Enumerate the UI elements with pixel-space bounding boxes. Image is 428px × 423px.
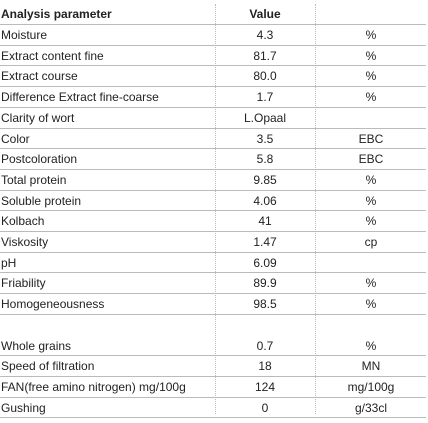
row-rule bbox=[0, 375, 426, 377]
value: 1.7 bbox=[256, 90, 274, 105]
unit: % bbox=[365, 48, 377, 63]
column-divider bbox=[215, 4, 216, 414]
row-rule bbox=[0, 293, 426, 295]
header-parameter: Analysis parameter bbox=[1, 7, 112, 21]
value: 4.3 bbox=[256, 28, 274, 42]
row-rule bbox=[0, 127, 426, 129]
column-divider bbox=[315, 4, 316, 414]
row-rule bbox=[0, 148, 426, 150]
parameter: Soluble protein bbox=[1, 193, 82, 208]
value: 124 bbox=[254, 379, 276, 394]
parameter: Kolbach bbox=[1, 214, 45, 229]
unit: EBC bbox=[358, 152, 384, 167]
value: 1.47 bbox=[253, 235, 277, 249]
value: 80.0 bbox=[253, 69, 277, 84]
unit: % bbox=[365, 214, 377, 229]
unit: % bbox=[365, 172, 377, 187]
row-rule bbox=[0, 168, 426, 170]
row-rule bbox=[0, 272, 426, 274]
value: 0.7 bbox=[256, 338, 274, 353]
parameter: Speed of filtration bbox=[1, 359, 95, 374]
value: 41 bbox=[258, 214, 272, 229]
unit: % bbox=[365, 90, 377, 105]
row-rule bbox=[0, 210, 426, 212]
value: 98.5 bbox=[253, 297, 277, 312]
row-rule bbox=[0, 396, 426, 398]
value: 3.5 bbox=[256, 131, 274, 146]
value: 0 bbox=[261, 400, 269, 415]
unit: % bbox=[365, 297, 377, 312]
parameter: Difference Extract fine-coarse bbox=[1, 90, 159, 105]
parameter: Postcoloration bbox=[1, 152, 78, 167]
parameter: Color bbox=[1, 131, 30, 146]
parameter: Gushing bbox=[1, 400, 46, 415]
unit: cp bbox=[364, 235, 378, 249]
unit: g/33cl bbox=[354, 400, 388, 415]
value: 4.06 bbox=[253, 193, 277, 208]
row-rule bbox=[0, 417, 426, 419]
row-rule bbox=[0, 24, 426, 25]
value: 89.9 bbox=[253, 276, 277, 291]
parameter: Whole grains bbox=[1, 338, 72, 353]
parameter: Homogeneousness bbox=[1, 297, 105, 312]
parameter: Viskosity bbox=[1, 235, 49, 249]
unit: EBC bbox=[358, 131, 384, 146]
unit: % bbox=[365, 193, 377, 208]
parameter: Extract course bbox=[1, 69, 78, 84]
parameter: pH bbox=[1, 255, 17, 270]
value: 6.09 bbox=[253, 255, 277, 270]
unit: % bbox=[365, 338, 377, 353]
parameter: FAN(free amino nitrogen) mg/100g bbox=[1, 379, 186, 394]
value: L.Opaal bbox=[243, 110, 287, 125]
parameter: Clarity of wort bbox=[1, 110, 75, 125]
row-rule bbox=[0, 251, 426, 253]
unit: MN bbox=[361, 359, 381, 374]
unit: % bbox=[365, 28, 377, 42]
row-rule bbox=[0, 106, 426, 108]
parameter: Friability bbox=[1, 276, 46, 291]
value: 18 bbox=[258, 359, 272, 374]
value: 9.85 bbox=[253, 172, 277, 187]
unit: % bbox=[365, 69, 377, 84]
row-rule bbox=[0, 44, 426, 46]
value: 81.7 bbox=[253, 48, 277, 63]
row-rule bbox=[0, 65, 426, 67]
unit: mg/100g bbox=[347, 379, 395, 394]
row-rule bbox=[0, 86, 426, 88]
row-rule bbox=[0, 189, 426, 191]
parameter: Total protein bbox=[1, 172, 67, 187]
row-rule bbox=[0, 355, 426, 357]
parameter: Extract content fine bbox=[1, 48, 104, 63]
header-value: Value bbox=[249, 7, 281, 21]
row-rule bbox=[0, 231, 426, 232]
value: 5.8 bbox=[256, 152, 274, 167]
parameter: Moisture bbox=[1, 28, 48, 42]
row-rule bbox=[0, 313, 426, 315]
unit: % bbox=[365, 276, 377, 291]
